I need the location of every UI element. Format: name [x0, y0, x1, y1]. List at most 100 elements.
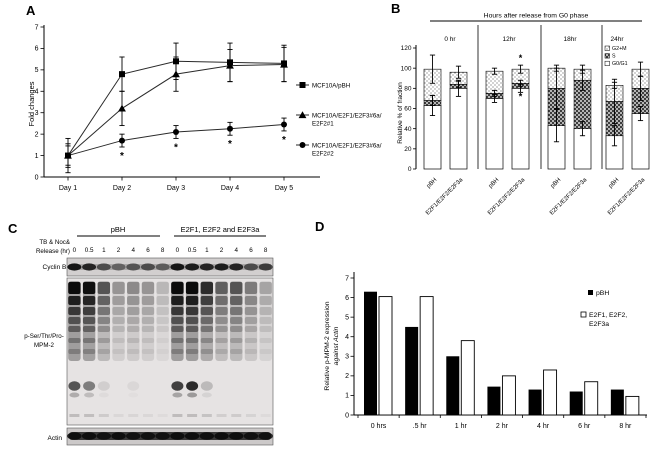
cyclin-b1-blot — [66, 257, 274, 277]
stacked-bar: pBH — [547, 64, 566, 190]
y-tick-label: 6 — [345, 295, 349, 302]
significance-asterisks: ** — [519, 53, 523, 101]
y-tick-label: 80 — [404, 86, 412, 93]
panel-a-label: A — [26, 3, 36, 18]
y-axis-title: Relative p-MPM-2 expression — [324, 301, 331, 390]
x-tick-label: Day 3 — [167, 185, 185, 192]
asterisk: * — [228, 139, 232, 150]
lane-time-label: 1 — [102, 247, 106, 254]
y-tick-label: 2 — [35, 131, 39, 138]
x-tick-label: .5 hr — [413, 423, 428, 430]
asterisk: * — [120, 151, 124, 162]
group-label: 12hr — [502, 36, 516, 43]
panel-title: Hours after release from G0 phase — [484, 13, 589, 20]
panel-a-line-chart: 0 1 2 3 4 5 6 7 Day 1 Day 2 Day 3 Day 4 Day 5 Fold ch… — [27, 24, 382, 192]
lane-time-label: 0 — [73, 247, 77, 254]
group-label: 18hr — [563, 36, 577, 43]
x-tick-label: 4 hr — [537, 423, 550, 430]
y-tick-label: 4 — [35, 89, 39, 96]
group-header: E2F1, E2F2 and E2F3a — [181, 225, 261, 234]
stacked-bar: pBH — [485, 67, 504, 190]
y-tick-label: 0 — [345, 412, 349, 419]
y-tick-label: 40 — [404, 126, 412, 133]
group-header: pBH — [111, 225, 126, 234]
y-tick-label: 5 — [35, 67, 39, 74]
mpm2-blot — [66, 277, 274, 426]
legend: pBH E2F1, E2F2, E2F3a — [580, 290, 627, 328]
y-tick-label: 0 — [35, 174, 39, 181]
legend-label: E2F2#2 — [312, 151, 334, 158]
y-tick-label: 3 — [35, 110, 39, 117]
lane-time-label: 8 — [264, 247, 268, 254]
blot-row-label: Actin — [48, 435, 63, 442]
lane-time-label: 2 — [117, 247, 121, 254]
lane-time-label: 4 — [234, 247, 238, 254]
x-tick-label: pBH — [488, 177, 500, 189]
y-tick-label: 4 — [345, 334, 349, 341]
x-tick-label: Day 2 — [113, 185, 131, 192]
x-tick-label: 0 hrs — [371, 423, 387, 430]
lane-time-label: 4 — [131, 247, 135, 254]
x-tick-label: 2 hr — [496, 423, 509, 430]
stacked-bar: pBH — [423, 54, 442, 190]
x-tick-label: pBH — [426, 177, 438, 189]
legend-label: E2F3a — [589, 321, 609, 328]
lane-time-label: 0.5 — [85, 247, 94, 254]
legend-label: MCF10A/E2F1/E2F3#6a/ — [312, 142, 382, 149]
lane-time-label: 8 — [161, 247, 165, 254]
treatment-label: Release (hr) — [36, 248, 70, 255]
y-tick-label: 120 — [401, 45, 412, 52]
significance-asterisks: * * * * — [120, 135, 286, 162]
lane-time-label: 6 — [146, 247, 150, 254]
panel-b-label: B — [391, 1, 401, 16]
asterisk: * — [174, 142, 178, 153]
legend: G2+M SG0/G1 — [604, 45, 628, 67]
y-tick-label: 6 — [35, 46, 39, 53]
axes: 0 1 2 3 4 5 6 7 Day 1 Day 2 Day 3 Day 4 Day 5 Fold ch… — [27, 24, 320, 192]
y-tick-label: 60 — [404, 106, 412, 113]
asterisk: * — [519, 91, 523, 101]
legend-label: MCF10A/pBH — [312, 82, 350, 89]
row-labels: TB & Noc&Release (hr) Cyclin B1 p-Ser/Thr/… — [24, 239, 71, 442]
lane-headers: pBH E2F1, E2F2 and E2F3a 0 0.5 1 2 4 6 8 0 0.5 1 2 4 6… — [73, 225, 268, 254]
blot-row-label: MPM-2 — [34, 342, 54, 349]
x-tick-label: Day 1 — [59, 185, 77, 192]
group-label: 24hr — [610, 36, 624, 43]
bars: 0 hrs .5 hr 1 hr 2 hr 4 hr 6 hr 8 hr — [364, 291, 640, 430]
y-tick-label: 5 — [345, 314, 349, 321]
x-tick-label: 8 hr — [619, 423, 632, 430]
y-tick-label: 1 — [345, 393, 349, 400]
panel-d-label: D — [315, 219, 325, 234]
y-tick-label: 100 — [401, 65, 412, 72]
y-tick-label: 1 — [35, 153, 39, 160]
y-axis-title: Fold changes — [27, 81, 36, 126]
x-tick-label: Day 5 — [275, 185, 293, 192]
axes: 0 20 40 60 80 100 120 Relative % of fraction — [397, 45, 417, 173]
legend-label: E2F1, E2F2, — [589, 312, 627, 319]
lane-time-label: 0.5 — [188, 247, 197, 254]
x-tick-label: 6 hr — [578, 423, 591, 430]
group-label: 0 hr — [444, 36, 456, 43]
legend-label: E2F2#1 — [312, 121, 334, 128]
y-tick-label: 3 — [345, 354, 349, 361]
lane-time-label: 2 — [220, 247, 224, 254]
lane-time-label: 0 — [176, 247, 180, 254]
asterisk: * — [282, 135, 286, 146]
legend-label: pBH — [596, 290, 609, 297]
legend-label: S — [612, 54, 616, 60]
y-tick-label: 20 — [404, 146, 412, 153]
asterisk: * — [519, 53, 523, 63]
lane-time-label: 6 — [249, 247, 253, 254]
panel-b-stacked-bar-chart: Hours after release from G0 phase 0 hr 12h… — [397, 13, 650, 217]
panel-c-label: C — [8, 221, 18, 236]
actin-blot — [66, 427, 274, 446]
blot-row-label: p-Ser/Thr/Pro- — [24, 333, 64, 340]
legend-label: MCF10A/E2F1/E2F3#6a/ — [312, 112, 382, 119]
x-tick-label: 1 hr — [455, 423, 468, 430]
y-axis-title: against Actin — [333, 326, 340, 365]
legend-label: G2+M — [612, 46, 627, 52]
x-tick-label: pBH — [550, 177, 562, 189]
y-tick-label: 7 — [35, 24, 39, 31]
